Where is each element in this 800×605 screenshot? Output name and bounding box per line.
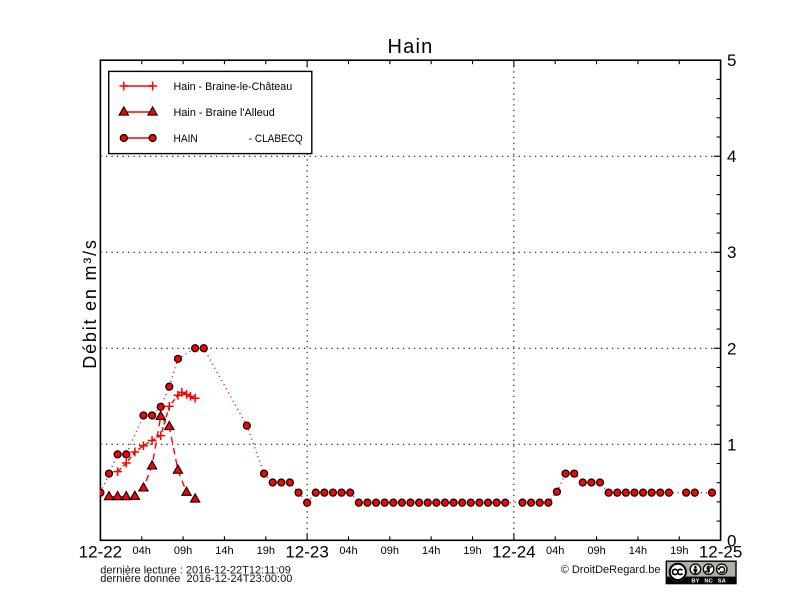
svg-text:04h: 04h [339,545,357,557]
svg-text:12-24: 12-24 [492,543,535,562]
svg-text:19h: 19h [670,545,688,557]
svg-text:BY: BY [691,578,699,584]
svg-text:09h: 09h [381,545,399,557]
svg-text:14h: 14h [422,545,440,557]
svg-text:09h: 09h [587,545,605,557]
svg-text:1: 1 [727,435,736,454]
svg-text:12-25: 12-25 [699,543,742,562]
svg-text:12-22: 12-22 [79,543,122,562]
svg-text:© DroitDeRegard.be: © DroitDeRegard.be [561,564,661,576]
svg-text:- CLABECQ: - CLABECQ [249,133,303,145]
svg-text:NC: NC [704,578,713,584]
svg-text:04h: 04h [546,545,564,557]
svg-text:2: 2 [727,339,736,358]
svg-text:0: 0 [727,531,736,550]
svg-text:dernière donnée 2016-12-24T23: dernière donnée 2016-12-24T23:00:00 [100,573,292,585]
svg-text:12-23: 12-23 [285,543,328,562]
svg-text:09h: 09h [174,545,192,557]
svg-text:Hain - Braine-le-Château: Hain - Braine-le-Château [174,81,293,93]
svg-text:14h: 14h [215,545,233,557]
svg-text:5: 5 [727,51,736,70]
svg-text:14h: 14h [629,545,647,557]
svg-text:HAIN: HAIN [174,133,198,145]
svg-text:dernière lecture : 2016-12-22T: dernière lecture : 2016-12-22T12:11:09 [100,564,291,576]
svg-text:SA: SA [718,578,727,584]
svg-text:4: 4 [727,147,736,166]
svg-text:19h: 19h [463,545,481,557]
svg-text:Hain: Hain [388,36,434,58]
svg-text:Hain - Braine l'Alleud: Hain - Braine l'Alleud [174,107,275,119]
svg-text:Débit en m³/s: Débit en m³/s [80,238,100,368]
svg-text:3: 3 [727,243,736,262]
svg-text:04h: 04h [133,545,151,557]
svg-text:19h: 19h [257,545,275,557]
